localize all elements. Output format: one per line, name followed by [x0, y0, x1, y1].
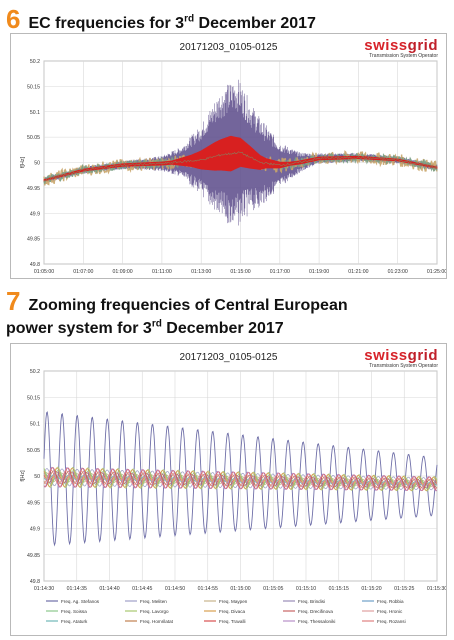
chart-1-ytick-label: 50	[34, 161, 40, 167]
chart-2-legend-label: Freq. Ataturk	[61, 619, 88, 624]
chart-1-xtick-label: 01:21:00	[348, 269, 368, 275]
chart-2-xtick-label: 01:14:45	[132, 586, 152, 592]
logo-brand-b-2: grid	[407, 347, 438, 364]
chart-1-ytick-label: 49.9	[30, 211, 40, 217]
chart-2-legend-label: Freq. Travalli	[219, 619, 246, 624]
chart-1-mean-line	[43, 151, 438, 182]
chart-2-ytick-label: 49.9	[30, 527, 40, 533]
chart-1-ytick-label: 49.95	[27, 186, 40, 192]
chart-2-legend-label: Freq. Homrilatat	[140, 619, 174, 624]
chart-2-legend-label: Freq. Divaca	[219, 609, 245, 614]
chart-2-title: 20171203_0105-0125	[179, 352, 278, 363]
chart-2-xtick-label: 01:15:15	[329, 586, 349, 592]
chart-2-legend-label: Freq. Lavorgo	[140, 609, 169, 614]
chart-2-legend-label: Freq. Soissa	[61, 609, 87, 614]
chart-2-xtick-label: 01:15:00	[230, 586, 250, 592]
chart-1-xtick-label: 01:11:00	[152, 269, 172, 275]
chart-1-svg: 49.8 49.85 49.9 49.95 50 50.05 50.1 50.15 50.2 01…	[20, 59, 446, 275]
chart-2-legend-label: Freq. Hronic	[377, 609, 403, 614]
chart-1-xtick-label: 01:23:00	[388, 269, 408, 275]
chart-1-ytick-label: 50.15	[27, 84, 40, 90]
chart-2-ytick-label: 49.95	[27, 500, 40, 506]
section-6-heading: 6 EC frequencies for 3rd December 2017	[6, 4, 316, 35]
chart-1-xtick-label: 01:13:00	[191, 269, 211, 275]
chart-2-xtick-label: 01:14:30	[34, 586, 54, 592]
chart-1-xtick-label: 01:05:00	[34, 269, 54, 275]
logo-brand-a: swiss	[364, 37, 408, 54]
chart-2-xtick-label: 01:15:25	[394, 586, 414, 592]
logo-brand-a-2: swiss	[364, 347, 408, 364]
chart-2-ytick-label: 49.85	[27, 553, 40, 559]
chart-2-legend-label: Freq. Ag. Stefanos	[61, 599, 100, 604]
chart-2-legend-label: Freq. Meliten	[140, 599, 167, 604]
chart-2-legend-label: Freq. Rozansi	[377, 619, 406, 624]
chart-2-series-line	[43, 411, 438, 547]
chart-2-ytick-label: 50.1	[30, 422, 40, 428]
chart-2-legend-label: Freq. Robbia	[377, 599, 404, 604]
chart-panel-2: 20171203_0105-0125 swissgrid Transmissio…	[10, 343, 447, 636]
section-6-title: EC frequencies for 3	[28, 15, 185, 32]
chart-panel-1: 20171203_0105-0125 swissgrid Transmissio…	[10, 33, 447, 279]
chart-1-title: 20171203_0105-0125	[179, 42, 278, 53]
chart-2-legend-label: Freq. Brindisi	[298, 599, 325, 604]
chart-2-xtick-label: 01:15:10	[296, 586, 316, 592]
section-7-title-line2b: December 2017	[161, 320, 284, 338]
chart-2-legend-label: Freq. Maypen	[219, 599, 248, 604]
section-7-title-line1: Zooming frequencies of Central European	[28, 297, 348, 314]
chart-1-ytick-label: 50.1	[30, 110, 40, 116]
chart-1-ytick-label: 50.05	[27, 135, 40, 141]
chart-2-legend-label: Freq. Thessaloniki	[298, 619, 335, 624]
chart-1-ytick-label: 49.8	[30, 262, 40, 268]
section-6-title-end: December 2017	[194, 15, 316, 32]
chart-2-xtick-label: 01:14:50	[165, 586, 185, 592]
chart-1-ylabel: f[Hz]	[20, 156, 26, 168]
section-7-heading: 7 Zooming frequencies of Central European…	[6, 288, 348, 338]
section-7-title-sup: rd	[151, 319, 162, 330]
chart-2-ytick-label: 49.8	[30, 579, 40, 585]
logo-brand-b: grid	[407, 37, 438, 54]
section-6-title-sup: rd	[184, 13, 195, 25]
chart-2-xtick-label: 01:14:40	[99, 586, 119, 592]
swissgrid-logo: swissgrid Transmission System Operator	[364, 37, 438, 59]
chart-2-xtick-label: 01:15:30	[427, 586, 446, 592]
chart-2-xtick-label: 01:15:05	[263, 586, 283, 592]
logo-subtitle: Transmission System Operator	[369, 53, 438, 59]
chart-2-series-line	[43, 469, 438, 490]
chart-2-xtick-label: 01:15:20	[361, 586, 381, 592]
swissgrid-logo-2: swissgrid Transmission System Operator	[364, 347, 438, 369]
chart-1-xtick-label: 01:19:00	[309, 269, 329, 275]
chart-1-xtick-label: 01:17:00	[270, 269, 290, 275]
chart-1-xtick-label: 01:25:00	[427, 269, 446, 275]
logo-subtitle-2: Transmission System Operator	[369, 363, 438, 369]
chart-2-series-line	[43, 467, 438, 491]
chart-1-xtick-label: 01:09:00	[112, 269, 132, 275]
section-6-number: 6	[6, 4, 21, 34]
chart-2-ytick-label: 50.2	[30, 369, 40, 375]
chart-2-xtick-label: 01:14:35	[67, 586, 87, 592]
section-7-number: 7	[6, 286, 21, 316]
chart-2-ylabel: f[Hz]	[20, 470, 26, 482]
chart-2-legend-label: Freq. Drecifinova	[298, 609, 333, 614]
chart-2-xtick-label: 01:14:55	[198, 586, 218, 592]
chart-2-ytick-label: 50.05	[27, 448, 40, 454]
chart-1-xtick-label: 01:07:00	[73, 269, 93, 275]
chart-1-ytick-label: 49.85	[27, 237, 40, 243]
chart-2-ytick-label: 50	[34, 474, 40, 480]
chart-1-xtick-label: 01:15:00	[230, 269, 250, 275]
section-7-title-line2a: power system for 3	[6, 320, 152, 338]
chart-1-ytick-label: 50.2	[30, 59, 40, 65]
chart-2-svg: 49.8 49.85 49.9 49.95 50 50.05 50.1 50.15 50.2 01…	[20, 369, 446, 624]
chart-2-ytick-label: 50.15	[27, 395, 40, 401]
